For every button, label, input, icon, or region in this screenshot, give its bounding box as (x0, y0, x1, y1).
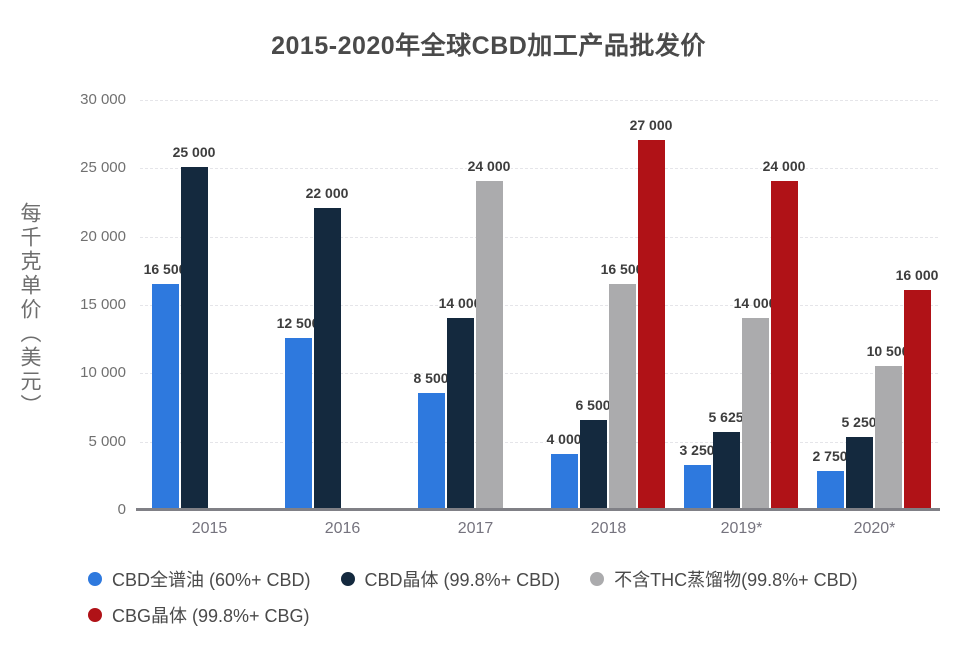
plot-area: 16 500 25 000 12 500 22 000 8 500 14 000 24 00… (136, 100, 940, 511)
y-tick-label: 0 (117, 501, 126, 518)
y-tick-label: 30 000 (80, 91, 126, 108)
bar-value-label: 4 000 (546, 431, 582, 448)
bar-value-label: 24 000 (467, 158, 511, 174)
bar[interactable] (608, 283, 636, 509)
legend-dot-icon (88, 572, 102, 586)
bar-value-label: 22 000 (305, 185, 349, 202)
bar-value-label: 12 500 (276, 315, 320, 332)
legend-label: 不含THC蒸馏物(99.8%+ CBD) (614, 570, 858, 590)
bar-value-label: 3 250 (679, 441, 715, 458)
y-axis-title: 每千克单价（美元） (18, 202, 41, 418)
bar[interactable] (579, 420, 607, 509)
y-tick-label: 25 000 (80, 159, 126, 177)
legend-dot-icon (88, 608, 102, 622)
gridline (140, 168, 938, 170)
bar[interactable] (475, 181, 503, 509)
bar-value-label: 10 500 (866, 342, 910, 359)
bar[interactable] (741, 317, 769, 509)
bar[interactable] (770, 181, 798, 509)
gridline (140, 236, 938, 238)
bar-value-label: 14 000 (438, 294, 482, 311)
bar-value-label: 27 000 (629, 117, 673, 133)
bar[interactable] (683, 464, 711, 509)
bar-value-label: 5 625 (708, 409, 744, 426)
x-tick-label: 2018 (590, 520, 627, 537)
bar-value-label: 16 500 (143, 260, 187, 277)
legend-label: CBD晶体 (99.8%+ CBD) (364, 570, 561, 590)
bar[interactable] (874, 365, 902, 509)
gridline (140, 305, 938, 306)
bar[interactable] (550, 454, 578, 509)
bar[interactable] (446, 317, 474, 509)
legend-label: CBD全谱油 (60%+ CBD) (112, 570, 311, 590)
x-tick-label: 2019* (720, 520, 763, 537)
bar-value-label: 8 500 (413, 369, 449, 386)
bar[interactable] (313, 208, 341, 509)
legend-item[interactable]: CBG晶体 (99.8%+ CBG) (88, 600, 310, 630)
x-tick-label: 2017 (457, 520, 494, 537)
legend-item[interactable]: 不含THC蒸馏物(99.8%+ CBD) (590, 564, 858, 594)
bar[interactable] (712, 432, 740, 509)
bar[interactable] (903, 290, 931, 509)
y-tick-label: 10 000 (80, 364, 126, 382)
bar-value-label: 5 250 (841, 414, 877, 431)
gridline (140, 373, 938, 375)
bar-value-label: 14 000 (733, 294, 777, 311)
bar-value-label: 25 000 (172, 144, 216, 161)
bar-value-label: 2 750 (812, 448, 848, 465)
x-tick-label: 2016 (324, 520, 361, 537)
bar[interactable] (845, 437, 873, 509)
chart-title: 2015-2020年全球CBD加工产品批发价 (271, 32, 706, 60)
bar[interactable] (417, 392, 445, 509)
x-axis-line (136, 508, 940, 511)
legend-item[interactable]: CBD晶体 (99.8%+ CBD) (340, 564, 561, 594)
gridline (140, 100, 938, 101)
bar-value-label: 16 500 (600, 260, 644, 277)
bar[interactable] (637, 140, 665, 509)
y-tick-label: 5 000 (88, 432, 126, 450)
bar-value-label: 16 000 (895, 267, 939, 284)
legend-dot-icon (340, 572, 355, 586)
bar[interactable] (816, 471, 844, 509)
bar[interactable] (284, 338, 312, 509)
bar-value-label: 6 500 (575, 397, 611, 414)
bar-value-label: 24 000 (762, 158, 806, 174)
gridline (140, 441, 938, 443)
bar[interactable] (180, 167, 208, 509)
x-tick-label: 2015 (191, 520, 228, 537)
legend-item[interactable]: CBD全谱油 (60%+ CBD) (88, 564, 311, 594)
x-tick-label: 2020* (853, 520, 896, 537)
legend-label: CBG晶体 (99.8%+ CBG) (112, 606, 310, 626)
legend-dot-icon (590, 572, 605, 586)
y-tick-label: 20 000 (80, 227, 126, 245)
y-tick-label: 15 000 (80, 296, 126, 313)
bar[interactable] (151, 283, 179, 509)
legend: CBD全谱油 (60%+ CBD) CBD晶体 (99.8%+ CBD) 不含THC… (88, 564, 968, 630)
